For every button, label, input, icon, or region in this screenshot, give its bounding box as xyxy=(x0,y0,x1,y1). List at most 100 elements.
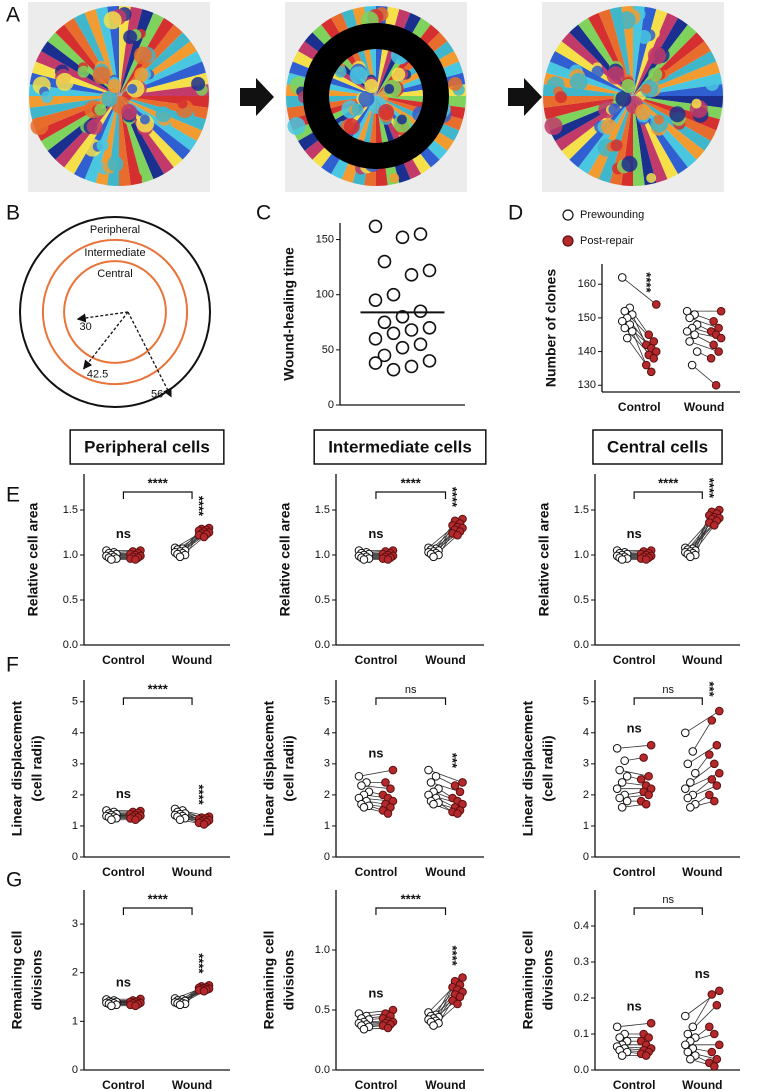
significance-label: ns xyxy=(116,526,131,541)
pair-link xyxy=(692,720,713,752)
x-tick-label: Control xyxy=(613,653,656,667)
data-point xyxy=(377,348,392,363)
clone-wedge xyxy=(609,96,633,186)
y-axis-label: Linear displacement xyxy=(9,700,25,836)
bracket-label: **** xyxy=(148,475,169,490)
prewounding-point xyxy=(681,1040,690,1050)
y-tick-label: 0 xyxy=(72,1064,78,1076)
clone-patch xyxy=(691,98,702,109)
x-tick-label: Wound xyxy=(682,653,722,667)
clone-wedge xyxy=(633,6,657,97)
y-axis-label: Remaining cell xyxy=(520,931,536,1030)
clone-patch xyxy=(351,103,364,116)
zone-label: Intermediate xyxy=(84,247,145,259)
data-point xyxy=(422,354,437,368)
clone-patch xyxy=(41,91,54,104)
y-tick-label: 1 xyxy=(324,820,330,832)
post-repair-point xyxy=(388,765,398,775)
clone-wedge xyxy=(119,96,197,151)
prewounding-point xyxy=(681,784,690,793)
comparison-bracket xyxy=(633,491,703,499)
post-repair-point xyxy=(458,778,467,787)
y-axis-label: Linear displacement xyxy=(261,700,277,836)
post-repair-point xyxy=(716,306,726,316)
pair-link xyxy=(622,277,657,305)
clone-wedge xyxy=(95,96,119,186)
clone-patch xyxy=(621,78,636,93)
post-repair-point xyxy=(706,354,716,363)
y-tick-label: 2 xyxy=(72,789,78,801)
comparison-bracket xyxy=(122,907,193,915)
prewounding-point xyxy=(429,1021,438,1030)
post-repair-point xyxy=(641,1051,651,1060)
pair-link xyxy=(690,763,715,783)
data-point xyxy=(395,309,410,324)
post-repair-point xyxy=(716,333,726,343)
post-repair-point xyxy=(710,1062,719,1071)
clone-wedge xyxy=(578,96,633,174)
clone-patch xyxy=(107,155,124,172)
post-repair-point xyxy=(715,768,724,778)
clone-patch xyxy=(177,98,188,109)
prewounding-point xyxy=(612,744,622,753)
comparison-bracket xyxy=(122,697,193,705)
clone-patch xyxy=(55,72,74,91)
significance-label: **** xyxy=(445,945,460,966)
post-repair-point xyxy=(199,532,209,542)
clone-patch xyxy=(121,104,138,121)
y-tick-label: 1 xyxy=(72,820,78,832)
data-point xyxy=(386,287,401,302)
prewounding-point xyxy=(692,347,702,356)
y-tick-label: 1.0 xyxy=(574,549,589,561)
bracket-label: **** xyxy=(148,681,169,696)
clone-wedge xyxy=(543,84,633,96)
clone-patch xyxy=(705,76,720,91)
post-repair-point xyxy=(715,1040,724,1050)
bracket-label: ns xyxy=(662,684,674,696)
post-repair-point xyxy=(641,360,651,370)
clone-patch xyxy=(396,114,407,125)
x-tick-label: Wound xyxy=(172,865,212,879)
pair-link xyxy=(689,317,719,329)
x-tick-label: Control xyxy=(102,1078,145,1091)
clone-wedge xyxy=(633,6,645,96)
y-tick-label: 1 xyxy=(72,1015,78,1027)
post-repair-point xyxy=(709,340,718,350)
significance-label: **** xyxy=(445,487,460,508)
y-tick-label: 0 xyxy=(72,851,78,863)
pair-link xyxy=(692,994,713,1028)
y-axis-label: Remaining cell xyxy=(9,931,25,1030)
y-axis-label: Relative cell area xyxy=(25,502,41,616)
bracket-label: **** xyxy=(148,891,169,906)
clone-patch xyxy=(600,118,617,135)
x-tick-label: Control xyxy=(618,400,661,414)
y-tick-label: 0.0 xyxy=(574,639,589,651)
y-tick-label: 0.3 xyxy=(574,956,589,968)
significance-label: ns xyxy=(116,974,131,989)
prewounding-point xyxy=(683,1047,693,1057)
step-arrow xyxy=(508,78,542,116)
clone-patch xyxy=(384,83,395,94)
prewounding-point xyxy=(620,323,630,333)
prewounding-point xyxy=(359,1024,369,1034)
y-tick-label: 0.0 xyxy=(574,1064,589,1076)
significance-label: **** xyxy=(639,272,654,293)
prewounding-point xyxy=(615,765,624,775)
x-tick-label: Wound xyxy=(425,865,465,879)
legend-label: Prewounding xyxy=(580,209,644,221)
x-tick-label: Wound xyxy=(682,1078,722,1091)
row-title-box xyxy=(69,429,225,465)
post-repair-point xyxy=(453,999,462,1009)
post-repair-point xyxy=(386,784,395,793)
y-tick-label: 1.5 xyxy=(315,504,330,516)
clone-patch xyxy=(606,66,625,85)
data-point xyxy=(386,326,401,341)
y-tick-label: 1.0 xyxy=(63,549,78,561)
radius-label: 56 xyxy=(151,389,163,401)
prewounding-point xyxy=(685,337,694,346)
post-repair-point xyxy=(714,347,723,356)
clone-patch xyxy=(635,104,652,121)
y-axis-label: divisions xyxy=(29,949,45,1010)
x-tick-label: Control xyxy=(355,653,398,667)
post-repair-point xyxy=(710,796,719,806)
